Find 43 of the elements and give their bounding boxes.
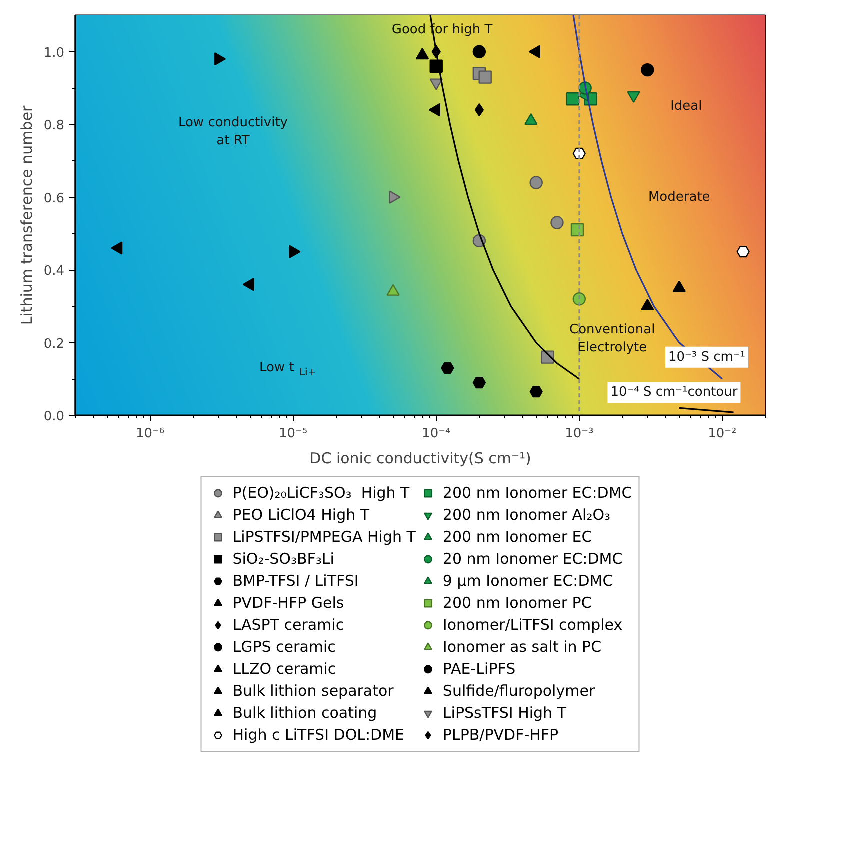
legend-label: Ionomer/LiTFSI complex bbox=[442, 615, 623, 635]
legend-label: LGPS ceramic bbox=[232, 637, 336, 657]
annotation: Low conductivity at RT bbox=[178, 115, 288, 148]
x-tick-label: 10⁻⁶ bbox=[136, 426, 165, 442]
legend-label: LiPSTFSI/PMPEGA High T bbox=[232, 527, 416, 547]
annotation: Conventional Electrolyte bbox=[570, 322, 656, 356]
y-tick-label: 0.2 bbox=[44, 336, 65, 352]
legend-label: 200 nm Ionomer Al₂O₃ bbox=[442, 505, 611, 525]
legend-label: LASPT ceramic bbox=[232, 615, 344, 635]
annotation: 10⁻⁴ S cm⁻¹contour bbox=[610, 385, 738, 400]
legend-label: High c LiTFSI DOL:DME bbox=[232, 725, 405, 745]
y-tick-label: 0.4 bbox=[44, 264, 65, 280]
annotation: Ideal bbox=[670, 98, 702, 114]
legend-label: 200 nm Ionomer PC bbox=[442, 593, 592, 613]
legend-label: 200 nm Ionomer EC:DMC bbox=[442, 483, 632, 503]
x-tick-label: 10⁻⁵ bbox=[279, 426, 308, 442]
legend-label: Bulk lithion separator bbox=[232, 681, 394, 701]
legend-label: PEO LiClO4 High T bbox=[232, 505, 370, 525]
legend-label: P(EO)₂₀LiCF₃SO₃ High T bbox=[232, 483, 410, 503]
annotation: Moderate bbox=[648, 190, 710, 205]
legend-label: PLPB/PVDF-HFP bbox=[442, 725, 559, 745]
legend-label: LLZO ceramic bbox=[232, 659, 336, 679]
y-tick-label: 0.8 bbox=[44, 118, 65, 134]
legend-label: Sulfide/fluropolymer bbox=[442, 681, 596, 701]
legend-label: Ionomer as salt in PC bbox=[442, 637, 602, 657]
legend-label: Bulk lithion coating bbox=[232, 703, 378, 723]
y-axis-title: Lithium transference number bbox=[18, 104, 36, 326]
legend-label: LiPSsTFSI High T bbox=[442, 703, 566, 723]
annotation: 10⁻³ S cm⁻¹ bbox=[668, 350, 746, 365]
x-tick-label: 10⁻⁴ bbox=[422, 426, 451, 442]
y-tick-label: 1.0 bbox=[44, 46, 65, 61]
legend-label: PVDF-HFP Gels bbox=[232, 593, 344, 613]
legend-label: 9 µm Ionomer EC:DMC bbox=[442, 571, 614, 591]
x-tick-label: 10⁻³ bbox=[565, 426, 594, 442]
x-tick-label: 10⁻² bbox=[708, 426, 737, 442]
y-tick-label: 0.6 bbox=[44, 191, 65, 206]
legend-label: 200 nm Ionomer EC bbox=[442, 527, 592, 547]
y-tick-label: 0.0 bbox=[44, 410, 65, 424]
legend-label: SiO₂-SO₃BF₃Li bbox=[232, 549, 334, 569]
legend-label: 20 nm Ionomer EC:DMC bbox=[442, 549, 623, 569]
legend-label: PAE-LiPFS bbox=[442, 659, 516, 679]
legend-label: BMP-TFSI / LiTFSI bbox=[232, 571, 359, 591]
x-axis-title: DC ionic conductivity(S cm⁻¹) bbox=[310, 450, 532, 468]
